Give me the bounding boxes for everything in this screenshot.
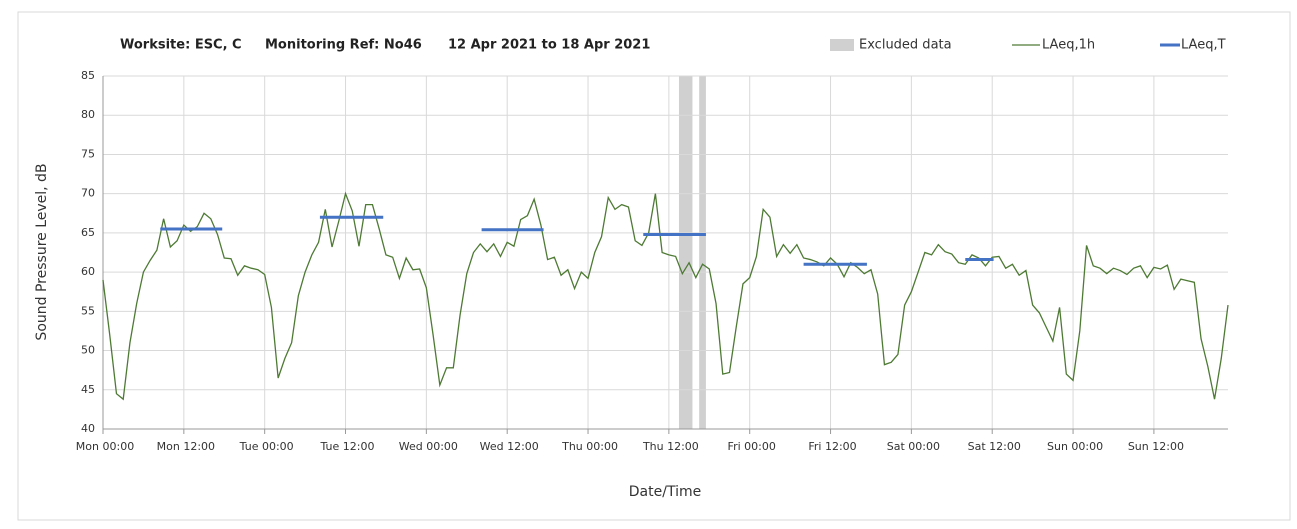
legend-label: LAeq,T — [1181, 38, 1226, 53]
x-tick-label: Sat 12:00 — [968, 440, 1021, 453]
title-ref: Monitoring Ref: No46 — [265, 38, 422, 53]
excluded-band — [678, 76, 693, 429]
x-tick-label: Fri 12:00 — [808, 440, 856, 453]
y-tick-label: 70 — [81, 187, 95, 200]
x-tick-label: Tue 00:00 — [239, 440, 294, 453]
y-tick-label: 60 — [81, 265, 95, 278]
y-tick-label: 45 — [81, 383, 95, 396]
legend-label: LAeq,1h — [1042, 38, 1095, 53]
y-tick-label: 50 — [81, 344, 95, 357]
x-tick-label: Sat 00:00 — [887, 440, 940, 453]
x-tick-label: Thu 00:00 — [561, 440, 618, 453]
legend-swatch — [830, 39, 854, 51]
excluded-band — [699, 76, 706, 429]
x-tick-label: Mon 00:00 — [76, 440, 134, 453]
x-tick-label: Mon 12:00 — [157, 440, 215, 453]
title-worksite: Worksite: ESC, C — [120, 38, 242, 53]
x-tick-label: Tue 12:00 — [320, 440, 375, 453]
y-tick-label: 40 — [81, 422, 95, 435]
y-tick-label: 55 — [81, 304, 95, 317]
frame — [17, 11, 1291, 521]
title-period: 12 Apr 2021 to 18 Apr 2021 — [448, 38, 650, 53]
x-tick-label: Wed 00:00 — [399, 440, 458, 453]
x-axis-label: Date/Time — [629, 484, 701, 500]
x-tick-label: Fri 00:00 — [728, 440, 776, 453]
y-tick-label: 65 — [81, 226, 95, 239]
line-series — [102, 191, 1229, 401]
x-tick-label: Wed 12:00 — [480, 440, 539, 453]
x-tick-label: Sun 00:00 — [1047, 440, 1103, 453]
x-tick-label: Sun 12:00 — [1128, 440, 1184, 453]
y-tick-label: 80 — [81, 108, 95, 121]
x-tick-label: Thu 12:00 — [642, 440, 699, 453]
legend-label: Excluded data — [859, 38, 952, 53]
y-axis-label: Sound Pressure Level, dB — [34, 163, 50, 340]
y-tick-label: 85 — [81, 69, 95, 82]
y-tick-label: 75 — [81, 147, 95, 160]
